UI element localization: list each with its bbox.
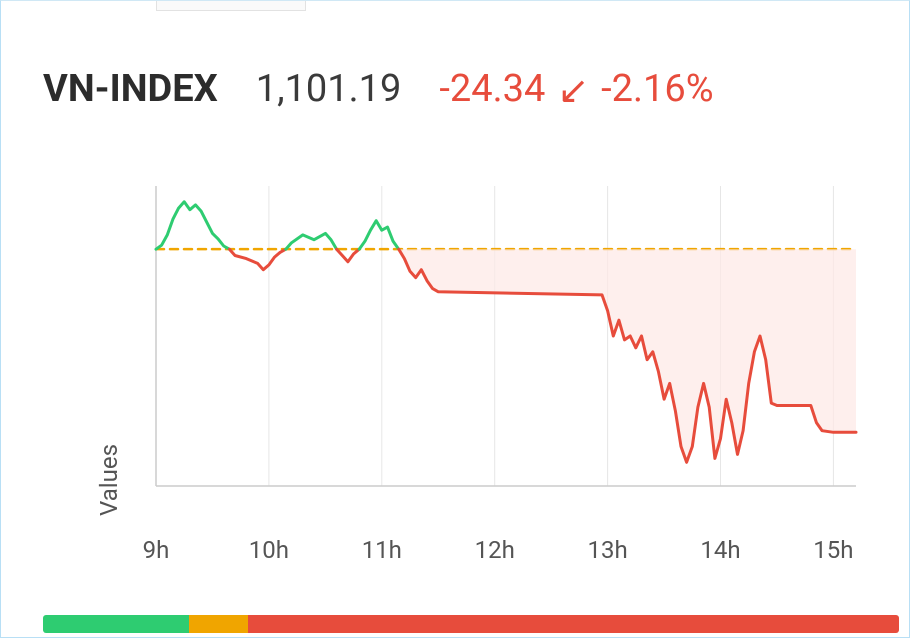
x-tick-label: 13h xyxy=(588,536,628,564)
x-tick-label: 9h xyxy=(143,536,170,564)
x-tick-label: 12h xyxy=(475,536,515,564)
index-value: 1,101.19 xyxy=(256,67,402,111)
x-tick-label: 14h xyxy=(700,536,740,564)
breadth-segment xyxy=(189,615,249,633)
x-tick-label: 11h xyxy=(362,536,402,564)
change-absolute: -24.34 xyxy=(439,67,545,111)
intraday-chart: Values 9h10h11h12h13h14h15h xyxy=(61,176,861,526)
breadth-segment xyxy=(248,615,899,633)
inactive-tab-fragment xyxy=(156,1,306,11)
y-axis-label: Values xyxy=(95,444,123,516)
x-tick-label: 10h xyxy=(249,536,289,564)
arrow-down-left-icon: ↙ xyxy=(557,68,589,113)
index-widget: VN-INDEX 1,101.19 -24.34 ↙ -2.16% Values… xyxy=(0,0,910,638)
market-breadth-bar xyxy=(43,615,899,633)
chart-svg xyxy=(61,176,861,496)
breadth-segment xyxy=(43,615,189,633)
index-change: -24.34 ↙ -2.16% xyxy=(439,66,713,111)
index-header: VN-INDEX 1,101.19 -24.34 ↙ -2.16% xyxy=(1,1,909,111)
change-percent: -2.16% xyxy=(601,67,713,111)
x-tick-label: 15h xyxy=(813,536,853,564)
x-axis-ticks: 9h 10h 11h 12h 13h 14h 15h xyxy=(61,536,861,576)
index-name: VN-INDEX xyxy=(43,67,218,111)
